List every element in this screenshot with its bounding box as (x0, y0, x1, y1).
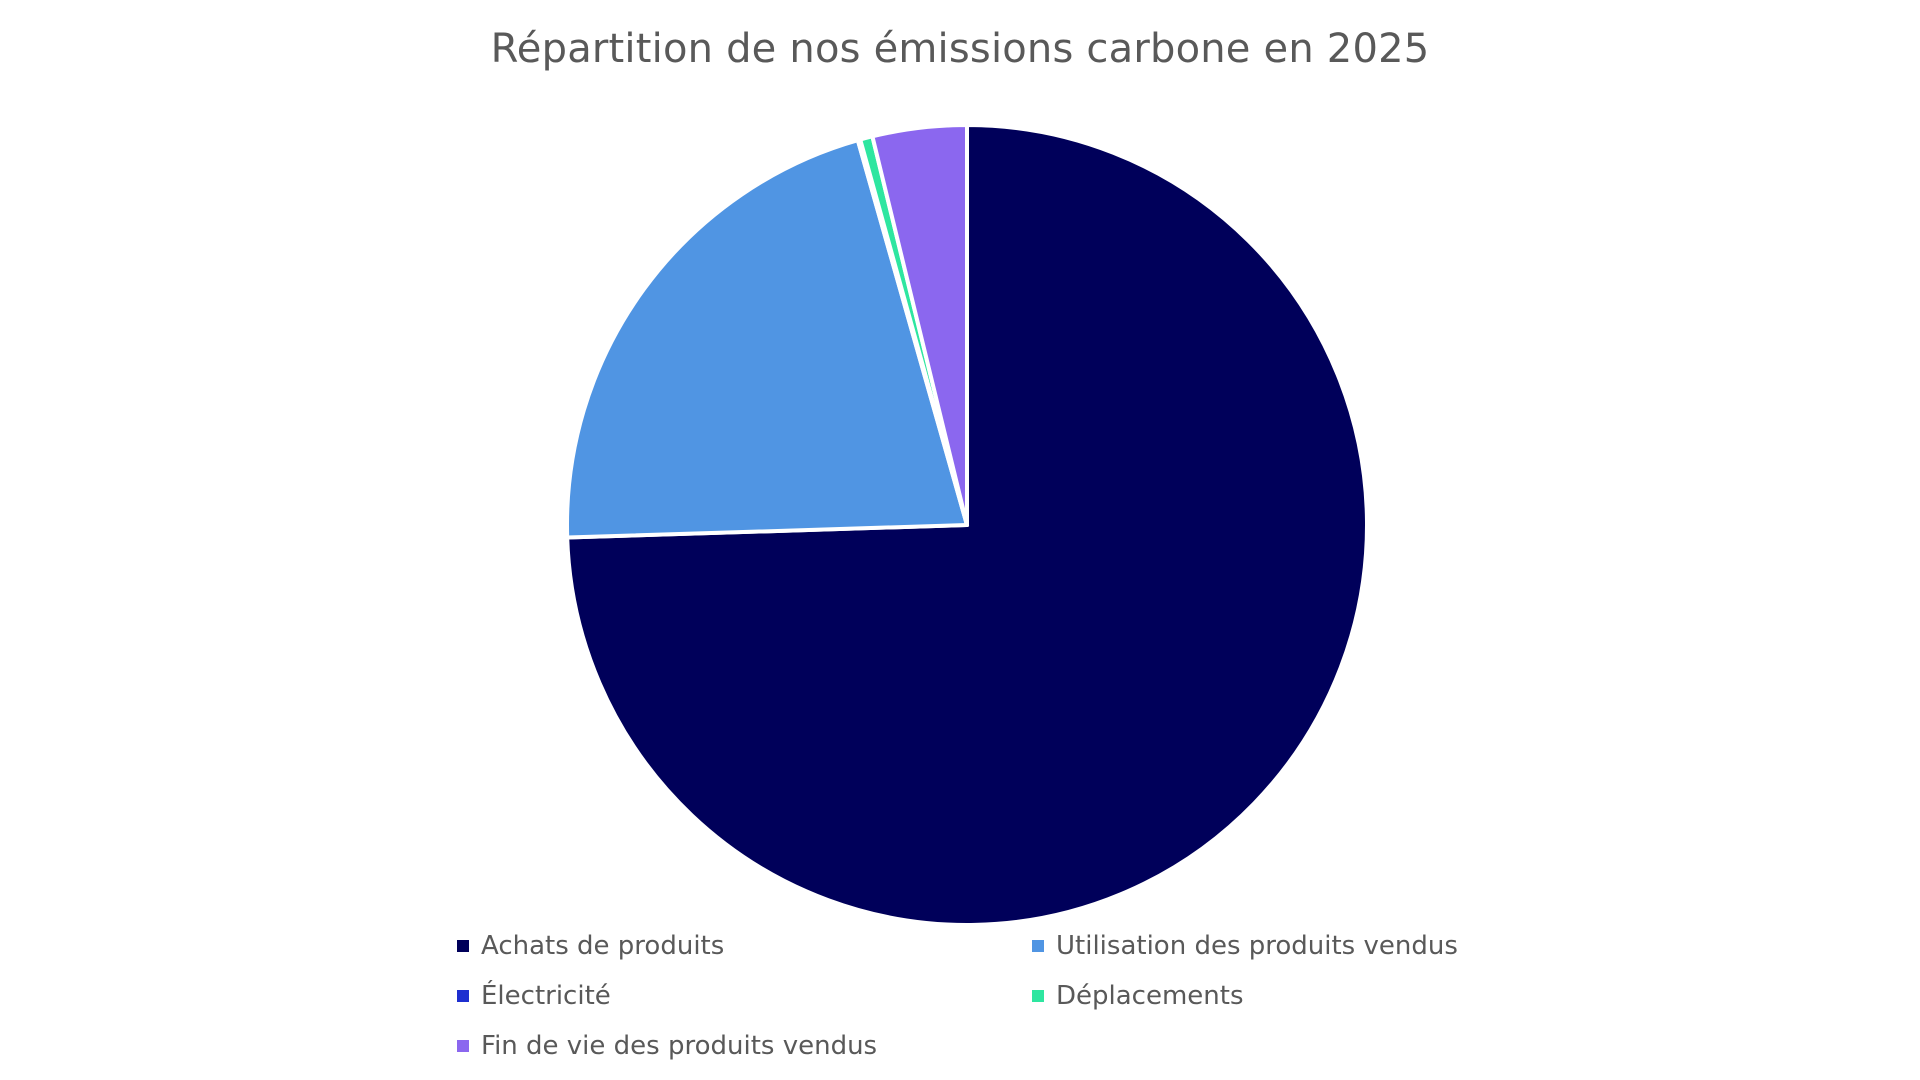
legend-label: Achats de produits (481, 931, 725, 961)
pie-slice-5 (870, 123, 969, 527)
legend-swatch (1032, 990, 1044, 1002)
legend-label: Déplacements (1056, 981, 1244, 1011)
chart-title: Répartition de nos émissions carbone en … (490, 26, 1430, 72)
legend-item-2: Utilisation des produits vendus (1032, 929, 1458, 963)
legend-swatch (457, 990, 469, 1002)
legend-swatch (1032, 940, 1044, 952)
legend-item-5: Fin de vie des produits vendus (457, 1029, 877, 1063)
legend-item-4: Déplacements (1032, 979, 1244, 1013)
legend-swatch (457, 940, 469, 952)
pie-slice-2 (565, 138, 969, 540)
legend-swatch (457, 1040, 469, 1052)
legend-item-1: Achats de produits (457, 929, 724, 963)
legend-label: Fin de vie des produits vendus (481, 1031, 878, 1061)
legend-label: Utilisation des produits vendus (1056, 931, 1458, 961)
legend-label: Électricité (481, 981, 611, 1011)
legend-item-3: Électricité (457, 979, 611, 1013)
